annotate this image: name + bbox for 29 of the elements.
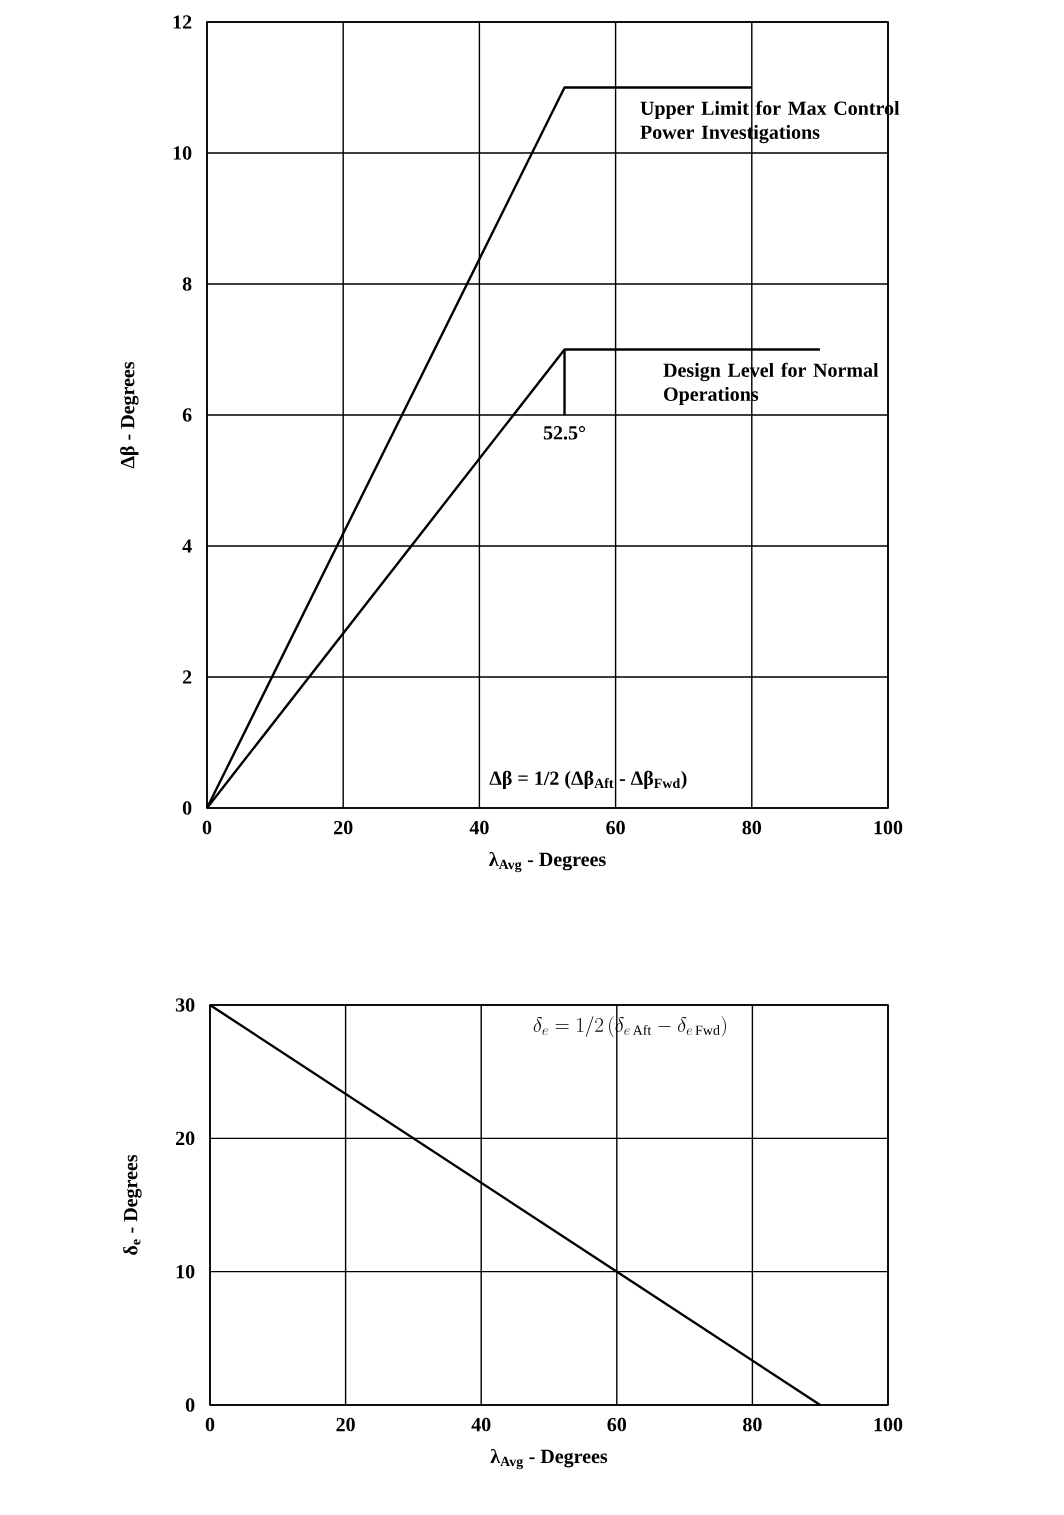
x-tick-label: 60 [607,1417,627,1432]
annotation: Δβ = 1/2 (Δβ$_{Aft}$ - Δβ$_{Fwd}$) [489,770,687,790]
y-tick-label: 4 [182,539,192,553]
x-tick-label: 80 [742,820,762,835]
x-tick-label: 60 [606,820,625,835]
y-tick-label: 8 [182,277,192,291]
annotation: 52.5° [543,426,586,440]
y-tick-label: 10 [176,1264,195,1279]
y-axis-title: Δβ - Degrees [120,361,139,469]
x-axis-title: λ$_{Avg}$ - Degrees [490,1448,608,1470]
y-tick-label: 0 [182,801,192,815]
x-axis-title: λ$_{Avg}$ - Degrees [489,851,606,873]
y-tick-label: 12 [173,15,192,29]
x-tick-label: 40 [471,1417,491,1432]
y-tick-label: 10 [173,146,192,160]
y-tick-label: 2 [182,670,192,684]
x-tick-label: 0 [202,820,212,835]
y-tick-label: 0 [185,1398,195,1412]
x-tick-label: 80 [743,1417,762,1432]
x-tick-label: 100 [874,1417,903,1432]
x-tick-label: 40 [469,820,489,835]
y-axis-title: δ$_{e}$ - Degrees [123,1154,142,1255]
x-tick-label: 20 [334,820,353,835]
x-tick-label: 0 [205,1417,215,1432]
x-tick-label: 20 [336,1417,355,1432]
y-tick-label: 30 [175,998,195,1012]
x-tick-label: 100 [874,820,903,835]
y-tick-label: 6 [182,408,192,422]
y-tick-label: 20 [175,1131,195,1146]
